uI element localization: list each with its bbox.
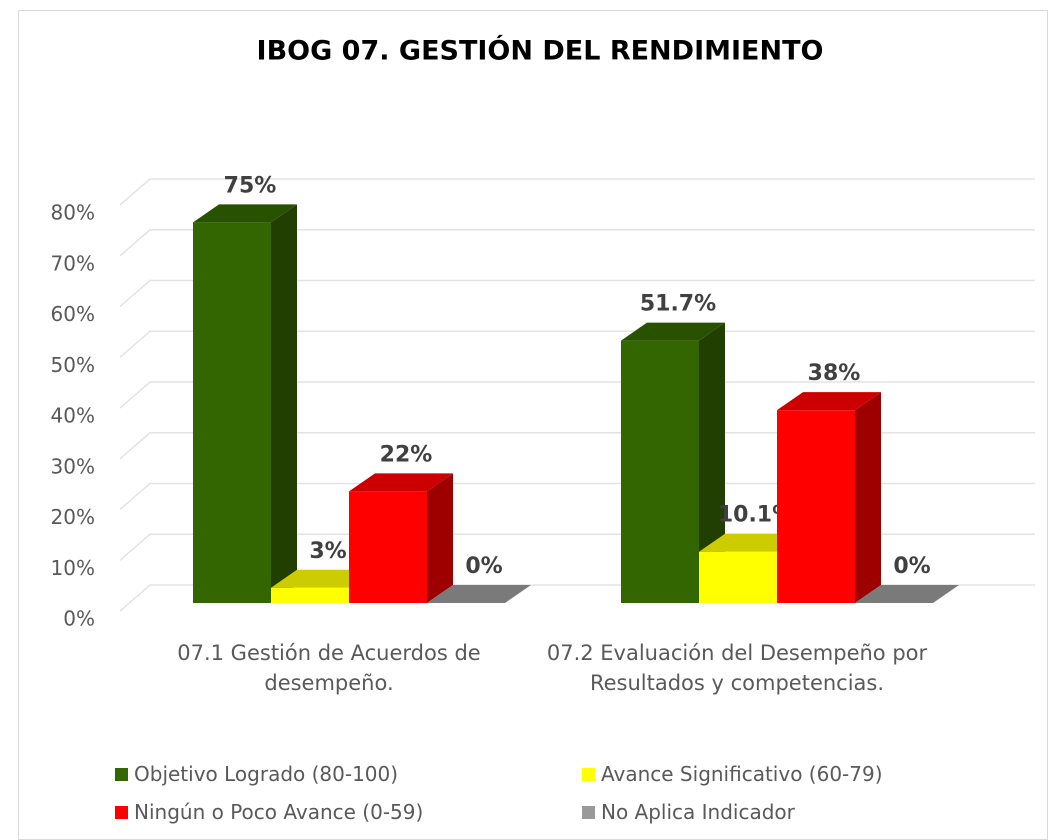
bar-side xyxy=(855,392,881,603)
data-label: 38% xyxy=(808,361,861,386)
y-tick-label: 50% xyxy=(51,353,95,377)
y-tick-label: 70% xyxy=(51,251,95,275)
grid-line xyxy=(119,279,1035,308)
y-tick-label: 60% xyxy=(51,302,95,326)
data-label: 75% xyxy=(224,173,277,198)
legend-label: Ningún o Poco Avance (0-59) xyxy=(134,800,424,824)
legend-entry: No Aplica Indicador xyxy=(582,800,795,824)
legend-swatch xyxy=(115,805,128,819)
y-tick-label: 20% xyxy=(51,505,95,529)
bar-top xyxy=(193,204,297,223)
legend-entry: Ningún o Poco Avance (0-59) xyxy=(115,800,423,824)
legend-label: No Aplica Indicador xyxy=(601,800,795,824)
legend-label: Avance Significativo (60-79) xyxy=(601,762,883,786)
bar-top xyxy=(855,585,959,603)
bar-top xyxy=(427,585,531,603)
bar xyxy=(699,551,777,603)
data-label: 3% xyxy=(309,539,346,564)
legend-swatch xyxy=(582,767,595,781)
y-tick-label: 40% xyxy=(51,404,95,428)
y-tick-label: 10% xyxy=(51,556,95,580)
bar-side xyxy=(271,204,297,603)
grid-line xyxy=(119,482,1035,511)
y-tick-label: 30% xyxy=(51,454,95,478)
grid-line xyxy=(119,178,1035,206)
bar xyxy=(777,410,855,603)
grid-line xyxy=(119,381,1035,409)
grid-line xyxy=(119,229,1035,257)
legend-entry: Avance Significativo (60-79) xyxy=(582,762,883,786)
grid-line xyxy=(119,432,1035,460)
legend-entry: Objetivo Logrado (80-100) xyxy=(115,762,398,786)
data-label: 0% xyxy=(893,554,930,579)
data-label: 0% xyxy=(465,554,502,579)
bar-top xyxy=(777,392,881,411)
bar xyxy=(271,587,349,603)
grid-line xyxy=(119,330,1035,358)
legend-label: Objetivo Logrado (80-100) xyxy=(134,762,399,786)
data-label: 22% xyxy=(380,442,433,467)
bar xyxy=(193,222,271,603)
y-tick-label: 0% xyxy=(63,607,95,631)
legend-swatch xyxy=(582,805,595,819)
data-label: 51.7% xyxy=(640,292,716,317)
bar-side xyxy=(427,473,453,603)
x-tick-label: 07.2 Evaluación del Desempeño por Result… xyxy=(546,641,928,695)
bar-side xyxy=(699,322,725,603)
chart-title: IBOG 07. GESTIÓN DEL RENDIMIENTO xyxy=(257,35,824,67)
bar xyxy=(349,491,427,603)
bar-top xyxy=(349,473,453,492)
bar-top xyxy=(621,322,725,341)
y-tick-label: 80% xyxy=(51,201,95,225)
x-tick-label: 07.1 Gestión de Acuerdos de desempeño. xyxy=(177,641,481,695)
bar xyxy=(621,340,699,603)
legend-swatch xyxy=(115,767,128,781)
